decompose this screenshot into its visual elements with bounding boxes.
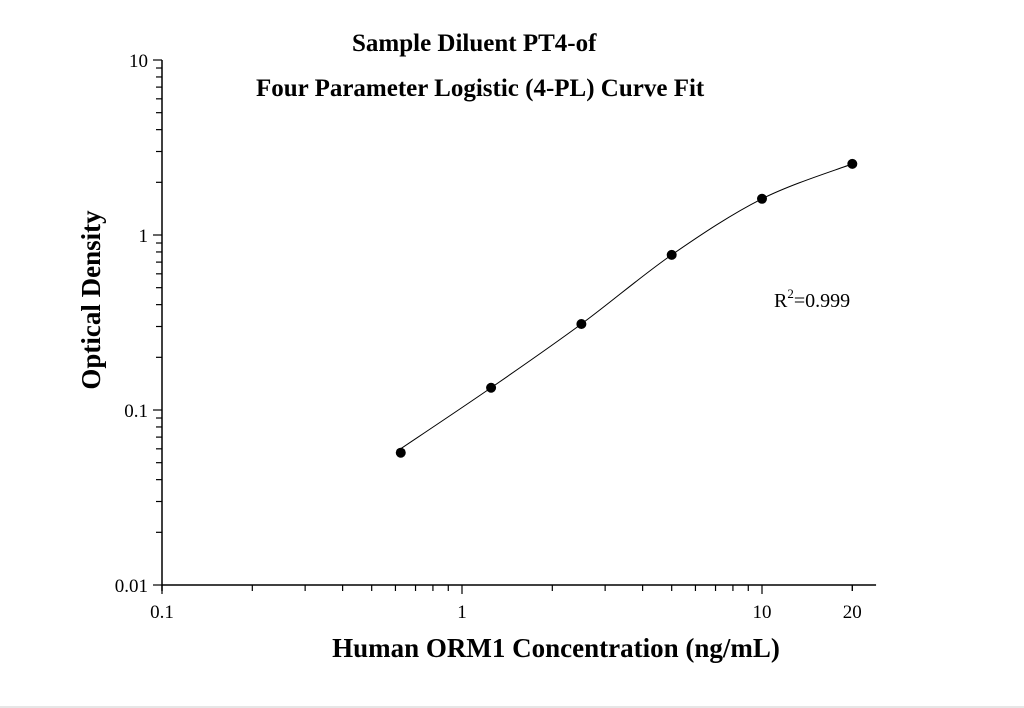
x-axis-label: Human ORM1 Concentration (ng/mL) xyxy=(332,633,780,663)
y-tick-label: 10 xyxy=(129,51,148,72)
y-tick-label: 1 xyxy=(139,226,149,247)
data-point xyxy=(847,158,858,169)
axes xyxy=(161,60,877,591)
r-squared-sup: 2 xyxy=(787,286,794,301)
x-tick-label: 10 xyxy=(753,602,772,623)
y-axis-label: Optical Density xyxy=(76,210,106,390)
x-tick-label: 1 xyxy=(457,602,467,623)
bottom-divider xyxy=(0,706,1024,708)
x-tick-label: 0.1 xyxy=(150,602,174,623)
data-point xyxy=(666,249,677,260)
r-squared-base: R xyxy=(774,290,788,312)
data-point xyxy=(486,382,497,393)
data-points xyxy=(395,158,858,458)
chart-title-line2: Four Parameter Logistic (4-PL) Curve Fit xyxy=(256,75,705,102)
r-squared-value: =0.999 xyxy=(794,290,850,312)
data-point xyxy=(576,319,587,330)
y-tick-label: 0.1 xyxy=(124,401,148,422)
x-tick-label: 20 xyxy=(843,602,862,623)
r-squared-annotation: R2=0.999 xyxy=(774,286,850,312)
data-point xyxy=(757,193,767,204)
y-tick-label: 0.01 xyxy=(115,576,148,597)
chart-title-line1: Sample Diluent PT4-of xyxy=(352,30,597,57)
data-point xyxy=(395,447,406,458)
